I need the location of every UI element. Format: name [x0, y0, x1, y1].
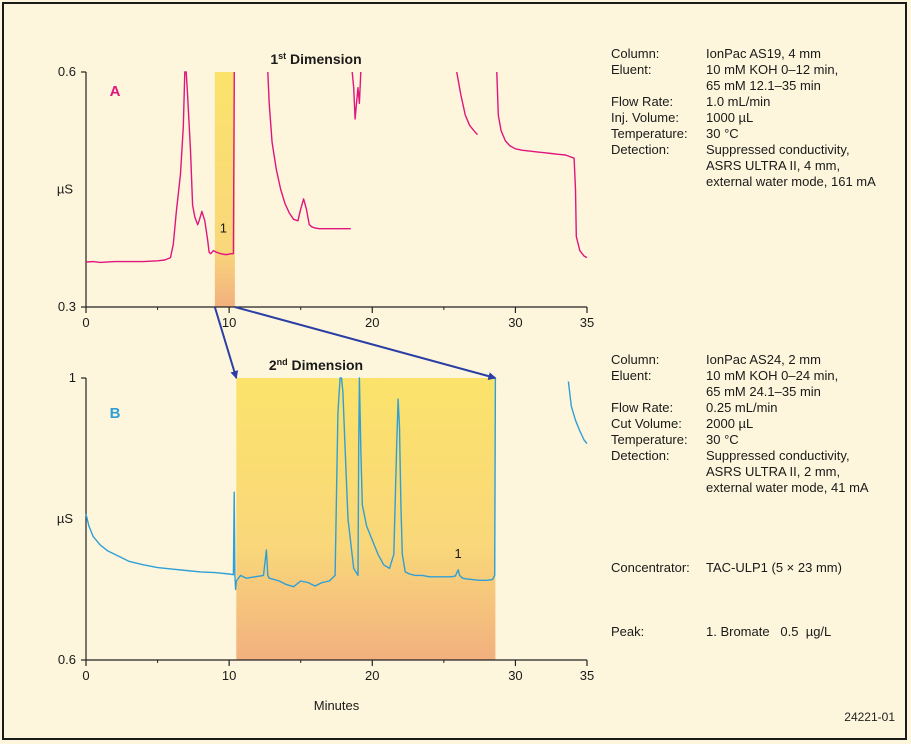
figure-number: 24221-01 — [844, 710, 895, 724]
y-tick-label: 0.6 — [58, 64, 76, 79]
chart-title: 2nd Dimension — [269, 357, 363, 373]
y-axis-label: µS — [57, 182, 73, 197]
y-axis-label: µS — [57, 511, 73, 526]
condition-row: Column: IonPac AS24, 2 mm — [611, 352, 869, 368]
peak-label: 1 — [220, 221, 227, 236]
trace-segment — [351, 71, 362, 120]
condition-label: Eluent: — [611, 368, 652, 383]
condition-value: IonPac AS19, 4 mm — [706, 46, 821, 61]
x-tick-label: 0 — [82, 315, 89, 330]
condition-value: 10 mM KOH 0–12 min, 65 mM 12.1–35 min — [706, 62, 839, 93]
condition-value: 0.25 mL/min — [706, 400, 778, 415]
trace-segment — [456, 71, 479, 136]
condition-row: Eluent: 10 mM KOH 0–12 min, 65 mM 12.1–35… — [611, 62, 876, 94]
trace-segment — [496, 71, 588, 259]
chart-title-number: 2 — [269, 357, 277, 373]
trace-segment — [567, 381, 588, 445]
x-tick-label: 35 — [580, 315, 594, 330]
condition-label: Temperature: — [611, 126, 688, 141]
concentrator-label: Concentrator: — [611, 560, 690, 575]
chart-title-text: Dimension — [288, 357, 363, 373]
chart-title-suffix: st — [278, 51, 286, 61]
condition-value: IonPac AS24, 2 mm — [706, 352, 821, 367]
x-tick-label: 10 — [222, 315, 236, 330]
condition-row: Flow Rate: 0.25 mL/min — [611, 400, 869, 416]
chart-title-text: Dimension — [286, 51, 361, 67]
condition-row: Cut Volume: 2000 µL — [611, 416, 869, 432]
cut-connector-arrows — [213, 306, 497, 381]
trace-segment — [85, 71, 235, 264]
condition-label: Detection: — [611, 142, 670, 157]
x-tick-label: 10 — [222, 668, 236, 683]
condition-value: Suppressed conductivity, ASRS ULTRA II, … — [706, 142, 876, 189]
x-axis-label: Minutes — [314, 698, 360, 713]
condition-value: Suppressed conductivity, ASRS ULTRA II, … — [706, 448, 869, 495]
peak-row: Peak: 1. Bromate 0.5 µg/L — [611, 624, 831, 640]
condition-label: Eluent: — [611, 62, 652, 77]
condition-row: Inj. Volume: 1000 µL — [611, 110, 876, 126]
condition-row: Flow Rate: 1.0 mL/min — [611, 94, 876, 110]
condition-row: Temperature: 30 °C — [611, 432, 869, 448]
condition-value: 1.0 mL/min — [706, 94, 771, 109]
condition-value: 10 mM KOH 0–24 min, 65 mM 24.1–35 min — [706, 368, 839, 399]
x-tick-label: 30 — [508, 668, 522, 683]
y-tick-label: 0.3 — [58, 299, 76, 314]
chart-title: 1st Dimension — [270, 51, 361, 67]
conditions-panel-b: Column: IonPac AS24, 2 mm Eluent: 10 mM KOH… — [611, 352, 869, 496]
chart-title-number: 1 — [270, 51, 278, 67]
condition-label: Inj. Volume: — [611, 110, 679, 125]
x-tick-label: 35 — [580, 668, 594, 683]
peak-label: Peak: — [611, 624, 645, 639]
condition-row: Detection: Suppressed conductivity, ASRS … — [611, 448, 869, 496]
connector-arrow-left — [213, 306, 239, 379]
connector-arrow-right — [234, 306, 497, 381]
condition-label: Flow Rate: — [611, 400, 674, 415]
y-tick-label: 1 — [69, 370, 76, 385]
condition-row: Detection: Suppressed conductivity, ASRS … — [611, 142, 876, 190]
condition-label: Flow Rate: — [611, 94, 674, 109]
condition-row: Eluent: 10 mM KOH 0–24 min, 65 mM 24.1–35… — [611, 368, 869, 400]
panel-label: A — [110, 83, 121, 100]
condition-value: 30 °C — [706, 432, 739, 447]
peak-label: 1 — [455, 546, 462, 561]
concentrator-row: Concentrator: TAC-ULP1 (5 × 23 mm) — [611, 560, 842, 576]
condition-value: 30 °C — [706, 126, 739, 141]
condition-label: Temperature: — [611, 432, 688, 447]
condition-label: Column: — [611, 46, 660, 61]
condition-label: Detection: — [611, 448, 670, 463]
x-tick-label: 20 — [365, 668, 379, 683]
peak-value: 1. Bromate 0.5 µg/L — [706, 624, 832, 639]
trace-segment — [85, 377, 497, 591]
panel-b-chart: 1 0.6 µS 0 10 20 30 35 Minutes B 2nd Dimension 1 — [57, 357, 594, 713]
condition-label: Cut Volume: — [611, 416, 682, 431]
chart-title-suffix: nd — [277, 357, 288, 367]
x-tick-label: 20 — [365, 315, 379, 330]
condition-row: Column: IonPac AS19, 4 mm — [611, 46, 876, 62]
condition-value: 1000 µL — [706, 110, 754, 125]
y-tick-label: 0.6 — [58, 652, 76, 667]
panel-label: B — [110, 405, 121, 422]
heart-cut-band — [214, 72, 235, 307]
condition-label: Column: — [611, 352, 660, 367]
x-tick-label: 30 — [508, 315, 522, 330]
conditions-panel-a: Column: IonPac AS19, 4 mm Eluent: 10 mM KOH… — [611, 46, 876, 190]
trace-segment — [267, 71, 351, 230]
x-tick-label: 0 — [82, 668, 89, 683]
condition-value: 2000 µL — [706, 416, 754, 431]
concentrator-value: TAC-ULP1 (5 × 23 mm) — [706, 560, 842, 575]
condition-row: Temperature: 30 °C — [611, 126, 876, 142]
